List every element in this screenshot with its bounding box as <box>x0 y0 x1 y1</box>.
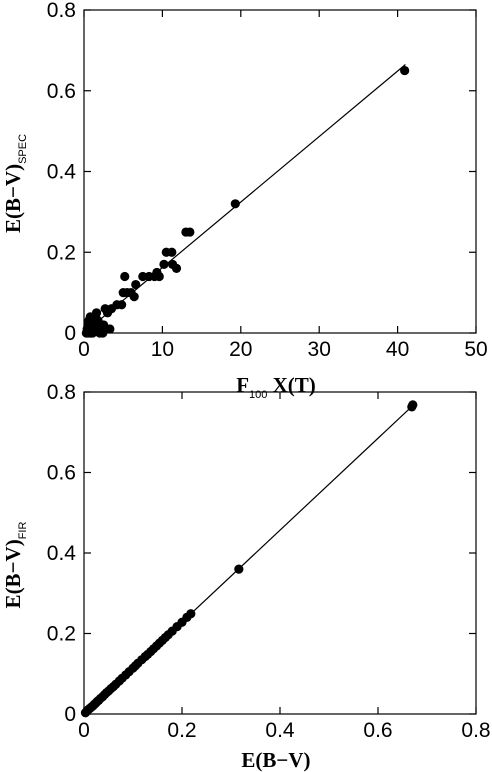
x-axis-label: F100 X(T) <box>236 373 316 401</box>
x-tick-label: 50 <box>464 338 487 361</box>
data-point <box>171 263 182 273</box>
y-tick-label: 0.4 <box>47 542 77 565</box>
x-tick-label: 0.8 <box>461 719 490 742</box>
data-point <box>131 279 141 290</box>
data-point <box>408 400 418 410</box>
chart-spec-vs-f100: 0 10 20 30 40 50 0 0.2 0.4 0.6 0.8 F100 X(T) E(B−V)S… <box>1 0 488 401</box>
x-axis-label-main: E(B−V) <box>241 748 310 772</box>
data-point <box>154 271 164 282</box>
y-axis-label: E(B−V)FIR <box>1 522 29 609</box>
y-axis-label-main: E(B−V) <box>1 539 25 608</box>
data-point <box>186 609 196 619</box>
y-axis-label-sub: FIR <box>17 522 29 540</box>
data-point <box>100 304 110 314</box>
data-point <box>117 300 127 310</box>
data-point <box>91 308 102 318</box>
y-tick-label: 0.6 <box>47 462 76 485</box>
x-axis-label-main: F <box>236 373 249 397</box>
x-tick-label: 40 <box>386 338 409 361</box>
y-tick-label: 0.2 <box>47 241 76 264</box>
data-point <box>159 259 169 269</box>
y-axis-label-main: E(B−V) <box>1 164 25 233</box>
x-tick-label: 30 <box>308 338 331 361</box>
x-tick-label: 0 <box>78 719 90 742</box>
y-axis-label: E(B−V)SPEC <box>1 134 29 233</box>
data-point <box>129 292 139 302</box>
x-axis-label-sub: 100 <box>249 389 267 401</box>
y-axis-label-sub: SPEC <box>17 134 29 164</box>
data-point <box>185 227 195 237</box>
x-axis-label: E(B−V) <box>241 748 310 772</box>
data-point <box>120 271 130 282</box>
x-tick-label: 10 <box>151 338 174 361</box>
y-tick-label: 0.8 <box>47 0 76 22</box>
y-tick-label: 0.4 <box>47 161 77 184</box>
chart-fir-vs-ebv: 0 0.2 0.4 0.6 0.800.20.40.60.8E(B−V)E(B−V)FI… <box>1 381 491 772</box>
y-tick-label: 0.6 <box>47 80 76 103</box>
x-tick-label: 0.6 <box>363 719 392 742</box>
data-point <box>230 199 240 209</box>
data-point <box>105 324 115 334</box>
x-axis-label-tail: X(T) <box>267 373 315 397</box>
data-point <box>400 65 410 76</box>
y-tick-label: 0 <box>64 703 76 726</box>
x-tick-label: 20 <box>229 338 252 361</box>
data-point <box>234 564 244 574</box>
x-tick-label: 0.2 <box>167 719 196 742</box>
x-tick-label: 0 <box>78 338 90 361</box>
y-tick-label: 0 <box>64 322 76 345</box>
data-point <box>167 247 177 257</box>
x-tick-label: 0.4 <box>265 719 295 742</box>
plot-frame <box>83 391 477 715</box>
y-tick-label: 0.2 <box>47 623 76 646</box>
data-point <box>98 328 108 338</box>
y-tick-label: 0.8 <box>47 381 76 404</box>
